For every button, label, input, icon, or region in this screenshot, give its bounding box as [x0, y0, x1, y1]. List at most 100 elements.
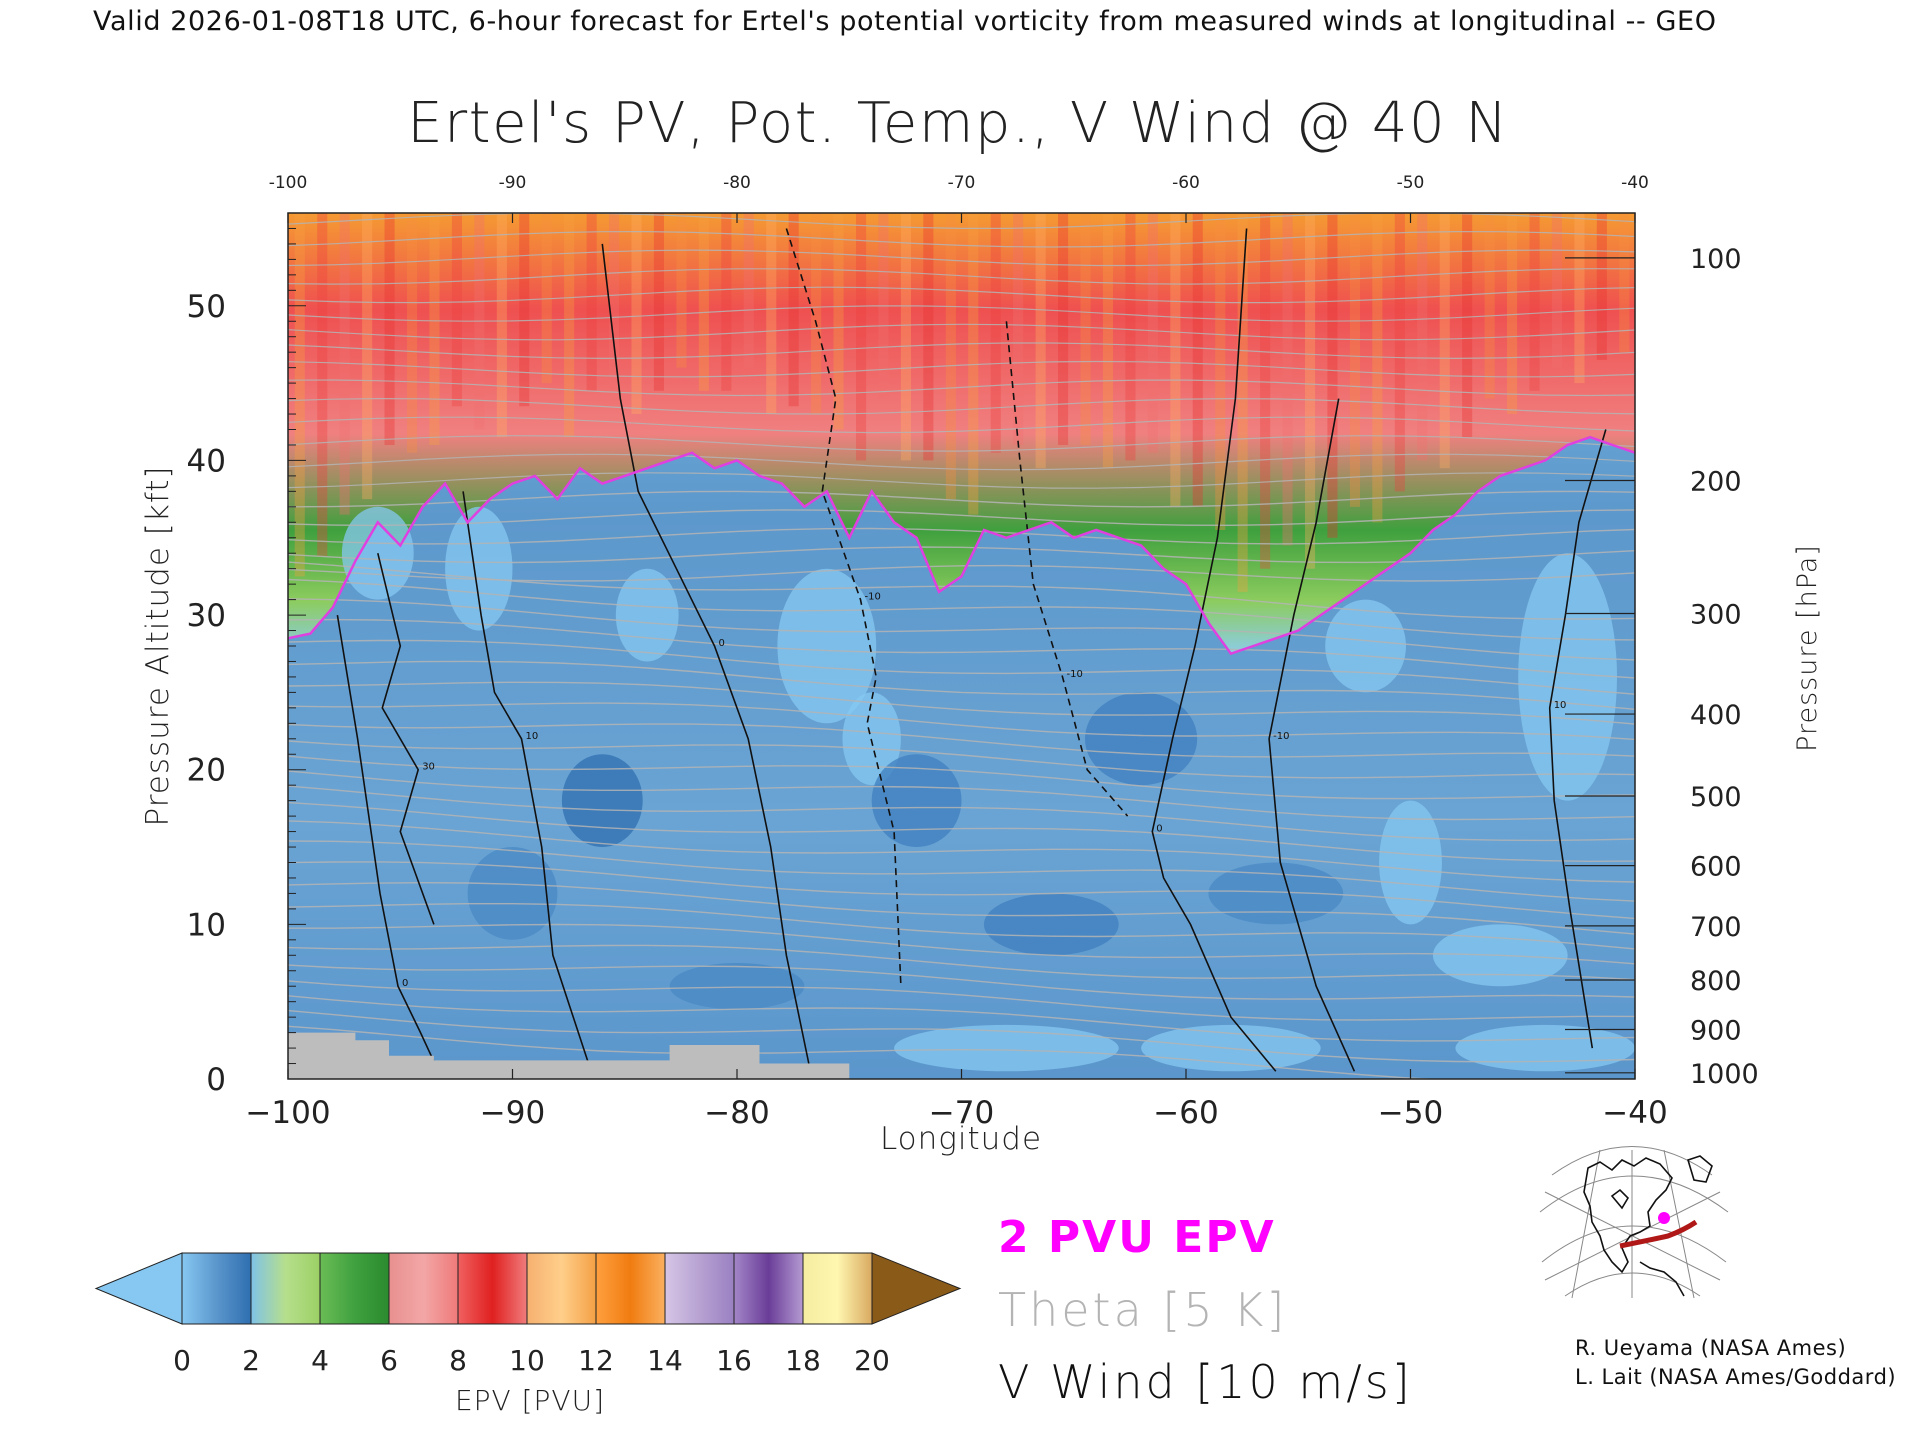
pv-stripe	[1439, 213, 1450, 469]
pv-stripe	[1192, 213, 1203, 507]
pv-blob	[1379, 800, 1442, 925]
map-coastlines	[1583, 1155, 1713, 1297]
pv-stripe	[1305, 213, 1316, 569]
pressure-tick-label: 200	[1690, 467, 1742, 498]
colorbar-band	[320, 1253, 389, 1324]
theta-contour	[288, 660, 1635, 710]
theta-contour	[288, 801, 1635, 863]
v-wind-contour	[1548, 429, 1607, 1049]
pv-stripe	[317, 213, 328, 557]
theta-contours	[288, 213, 1635, 1079]
colorbar-tick-label: 16	[716, 1344, 752, 1377]
x-tick-label: −70	[929, 1095, 994, 1131]
colorbar-band	[251, 1253, 320, 1324]
pv-stripe	[429, 213, 440, 445]
pressure-tick-label: 700	[1690, 912, 1742, 943]
pv-blob	[561, 754, 643, 847]
pv-stripe	[631, 213, 642, 414]
top-tick-label: -70	[948, 173, 976, 193]
legend-pv: 2 PVU EPV	[998, 1212, 1276, 1263]
pv-stripe	[1215, 213, 1226, 530]
pv-stripe	[1596, 213, 1607, 360]
theta-contour	[288, 820, 1635, 883]
pv-stripe	[945, 213, 956, 500]
pv-blob	[615, 568, 679, 662]
theta-contour	[288, 618, 1635, 679]
pv-stripe	[541, 213, 552, 384]
v-wind-contour	[377, 553, 435, 925]
pv-blob	[445, 506, 513, 631]
pv-stripe	[1125, 213, 1136, 461]
theta-contour	[288, 397, 1635, 415]
v-wind-contour-label: -10	[865, 592, 881, 603]
pv-stripe	[900, 213, 911, 461]
pv-blob	[1325, 599, 1406, 693]
credit-line-1: R. Ueyama (NASA Ames)	[1575, 1336, 1846, 1360]
pressure-tick-label: 800	[1690, 966, 1742, 997]
pv-stripe	[1080, 213, 1091, 445]
v-wind-contour-label: 10	[526, 731, 539, 742]
y-tick-label: 0	[206, 1062, 226, 1098]
tropopause-2pvu-line	[288, 435, 1635, 656]
colorbar-tick-label: 20	[854, 1344, 890, 1377]
locator-map	[1535, 1146, 1730, 1299]
theta-contour	[288, 564, 1635, 582]
theta-contour	[288, 416, 1635, 434]
theta-contour	[288, 286, 1635, 304]
theta-contour	[288, 964, 1635, 1000]
v-wind-contour	[1268, 398, 1356, 1072]
theta-contour	[288, 453, 1635, 471]
x-axis-ticks: −100 −90 −80 −70 −60 −50 −40	[245, 213, 1668, 1131]
theta-contour	[288, 578, 1635, 641]
v-wind-contour	[601, 243, 810, 1064]
pv-stripe	[451, 213, 462, 407]
theta-contour	[288, 740, 1635, 779]
v-wind-contour	[462, 491, 592, 1072]
pv-stripe	[676, 213, 687, 368]
v-wind-contour	[1005, 321, 1129, 817]
v-wind-contour	[336, 614, 440, 1072]
y-tick-label: 30	[187, 598, 226, 634]
theta-contour	[288, 249, 1635, 267]
pv-stripe	[294, 213, 305, 577]
colorbar-band	[803, 1253, 872, 1324]
theta-contour	[288, 561, 1635, 620]
colorbar-tick-label: 10	[509, 1344, 545, 1377]
pv-stripe	[362, 213, 373, 500]
theta-contour	[288, 702, 1635, 741]
theta-contour	[288, 435, 1635, 452]
y-tick-label: 50	[187, 289, 226, 325]
theta-contour	[288, 230, 1635, 248]
pressure-tick-label: 600	[1690, 852, 1742, 883]
top-tick-label: -40	[1621, 173, 1649, 193]
pv-stripe	[1282, 213, 1293, 546]
pv-blob	[467, 847, 558, 940]
x-tick-label: −40	[1602, 1095, 1667, 1131]
theta-contour	[288, 861, 1635, 920]
x-tick-label: −80	[704, 1095, 769, 1131]
colorbar-band	[596, 1253, 665, 1324]
pv-stripe	[766, 213, 777, 414]
theta-contour	[288, 360, 1635, 378]
map-marker	[1658, 1212, 1670, 1224]
y-axis-label: Pressure Altitude [kft]	[140, 466, 176, 827]
pv-stripe	[1484, 213, 1495, 399]
pv-stripe	[698, 213, 709, 391]
theta-contour	[288, 546, 1635, 564]
pressure-axis-label: Pressure [hPa]	[1792, 544, 1823, 752]
colorbar-label: EPV [PVU]	[455, 1384, 605, 1417]
pv-blob	[1455, 1024, 1635, 1072]
pv-stripe	[1349, 213, 1360, 507]
pressure-axis-ticks: 100 200 300 400 500 600 700 800 900 1000	[1565, 244, 1759, 1090]
pv-stripe	[384, 213, 395, 445]
colorbar-tick-label: 6	[380, 1344, 398, 1377]
colorbar-tick-label: 12	[578, 1344, 614, 1377]
colorbar-band	[458, 1253, 527, 1324]
theta-contour	[288, 840, 1635, 902]
colorbar-band	[527, 1253, 596, 1324]
theta-contour	[288, 527, 1635, 545]
colorbar-over-triangle	[871, 1252, 962, 1325]
x-tick-label: −60	[1153, 1095, 1218, 1131]
